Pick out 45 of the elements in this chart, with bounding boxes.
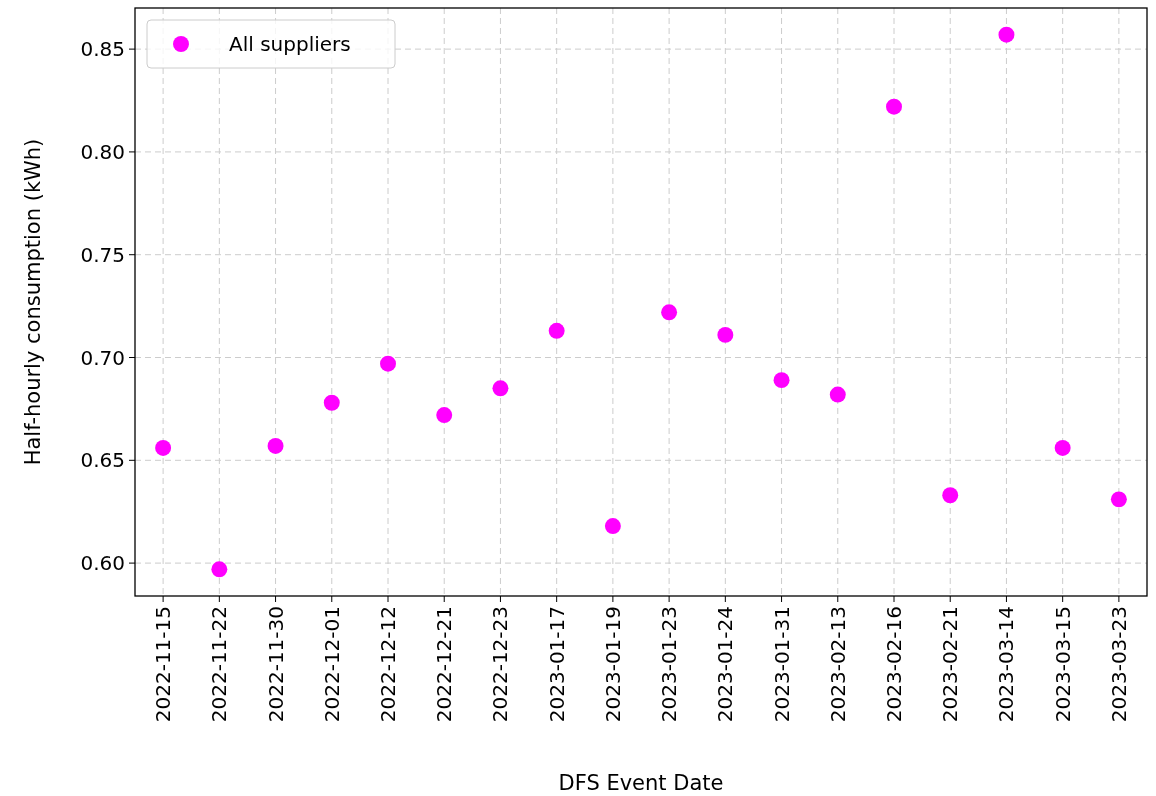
- x-tick-label: 2023-03-23: [1106, 606, 1131, 723]
- x-tick-label: 2023-01-31: [769, 606, 794, 723]
- x-tick-label: 2022-12-12: [376, 606, 400, 723]
- y-axis-title: Half-hourly consumption (kWh): [21, 138, 45, 466]
- point: [548, 322, 565, 339]
- x-tick-label: 2023-02-13: [825, 606, 850, 723]
- point: [998, 26, 1015, 43]
- y-tick-label: 0.60: [80, 551, 125, 576]
- x-axis-title: DFS Event Date: [558, 771, 724, 795]
- point: [380, 355, 396, 372]
- point: [604, 518, 621, 535]
- x-tick-label: 2023-02-21: [938, 606, 963, 723]
- point: [211, 561, 228, 578]
- point: [155, 440, 172, 456]
- point: [829, 386, 846, 403]
- point: [1054, 440, 1071, 456]
- point: [661, 304, 678, 321]
- x-tick-label: 2022-11-30: [263, 606, 288, 723]
- point: [436, 407, 453, 424]
- x-tick-label: 2023-02-16: [882, 606, 906, 723]
- x-tick-label: 2022-12-21: [432, 606, 457, 723]
- y-tick-label: 0.65: [80, 448, 125, 473]
- point: [773, 372, 790, 389]
- legend-label: All suppliers: [229, 32, 351, 56]
- x-tick-label: 2023-01-24: [713, 606, 738, 723]
- x-tick-label: 2023-01-23: [657, 606, 682, 723]
- y-tick-label: 0.70: [80, 345, 125, 370]
- x-tick-label: 2023-03-15: [1050, 606, 1075, 723]
- x-tick-label: 2022-12-01: [319, 606, 344, 723]
- point: [886, 98, 902, 115]
- y-tick-label: 0.80: [80, 139, 125, 164]
- point: [492, 380, 509, 397]
- x-tick-label: 2023-03-14: [994, 606, 1019, 723]
- y-tick-label: 0.85: [80, 37, 125, 62]
- point: [267, 437, 284, 454]
- x-tick-label: 2022-11-15: [151, 606, 176, 723]
- point: [1110, 491, 1127, 508]
- x-tick-label: 2023-01-19: [600, 606, 625, 723]
- point: [942, 487, 959, 504]
- y-tick-label: 0.75: [80, 242, 125, 267]
- x-tick-label: 2022-12-23: [488, 606, 513, 723]
- point: [717, 326, 734, 343]
- x-tick-label: 2023-01-17: [544, 606, 569, 723]
- point: [323, 394, 340, 411]
- x-tick-label: 2022-11-22: [207, 606, 232, 723]
